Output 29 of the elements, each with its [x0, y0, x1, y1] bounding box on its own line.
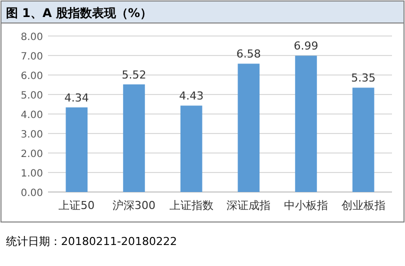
x-tick-label: 中小板指: [284, 199, 328, 212]
y-tick-label: 2.00: [20, 149, 43, 160]
y-tick-label: 8.00: [20, 32, 43, 43]
x-tick-label: 沪深300: [112, 199, 156, 212]
data-label: 5.52: [122, 68, 146, 82]
y-tick-label: 4.00: [20, 110, 43, 121]
data-label: 4.34: [64, 91, 89, 104]
bar: [352, 88, 374, 192]
y-tick-label: 6.00: [20, 71, 43, 82]
y-tick-label: 3.00: [20, 130, 43, 140]
data-label: 4.43: [179, 90, 204, 103]
bar: [123, 84, 145, 192]
x-tick-label: 创业板指: [341, 199, 386, 212]
data-label: 6.99: [294, 40, 318, 53]
y-tick-label: 0.00: [20, 188, 43, 199]
x-tick-label: 深证成指: [226, 199, 271, 212]
x-tick-label: 上证指数: [169, 199, 214, 212]
bar: [180, 106, 202, 192]
bar: [295, 56, 317, 192]
chart-title: 图 1、A 股指数表现（%）: [6, 6, 152, 20]
bar: [238, 64, 260, 192]
data-label: 6.58: [236, 48, 261, 61]
text: 统计日期：20180211-20180222: [6, 235, 177, 248]
x-tick-label: 上证50: [58, 199, 95, 212]
y-tick-label: 7.00: [20, 52, 43, 62]
data-label: 5.35: [351, 72, 376, 85]
y-tick-label: 1.00: [20, 168, 43, 180]
bar: [66, 107, 88, 192]
y-tick-label: 5.00: [20, 90, 43, 102]
